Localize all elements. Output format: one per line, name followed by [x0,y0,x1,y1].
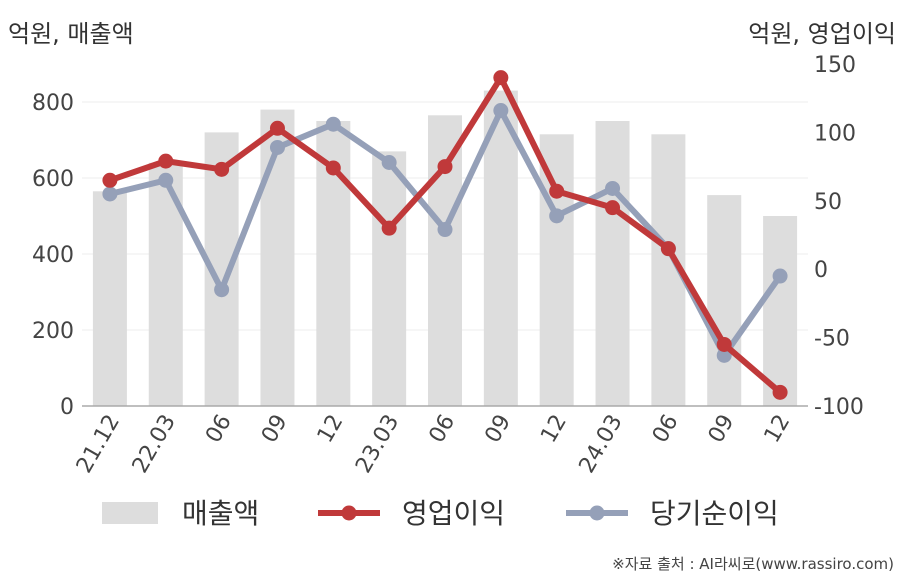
x-tick-label: 06 [425,411,461,448]
legend-marker-net-income [589,505,605,521]
operating-profit-point [325,160,341,176]
revenue-bar [595,121,630,406]
profit-lines [102,70,788,400]
legend: 매출액 영업이익 당기순이익 [102,497,779,530]
right-tick-label: -50 [814,327,850,352]
revenue-bar [707,195,742,406]
net-income-point [716,347,732,363]
left-axis-unit: 억원, 매출액 [8,20,134,48]
x-tick-label: 09 [480,411,516,448]
operating-profit-point [269,120,285,136]
operating-profit-point [772,384,788,400]
operating-profit-point [660,241,676,257]
right-tick-label: -100 [814,395,864,420]
net-income-point [214,282,230,298]
right-tick-label: 100 [814,121,856,146]
left-axis-ticks: 0 200 400 600 800 [32,91,74,420]
x-tick-label: 12 [760,411,796,448]
x-tick-label: 09 [257,411,293,448]
legend-swatch-revenue [102,502,158,524]
operating-profit-point [605,200,621,216]
right-tick-label: 150 [814,53,856,78]
x-tick-label: 12 [536,411,572,448]
left-tick-label: 0 [60,395,74,420]
left-tick-label: 200 [32,319,74,344]
revenue-bar [763,216,798,406]
net-income-point [605,180,621,196]
operating-profit-point [214,161,230,177]
net-income-point [549,208,565,224]
operating-profit-point [493,70,509,86]
net-income-point [493,103,509,119]
x-tick-label: 09 [704,411,740,448]
revenue-bar [483,90,518,406]
revenue-bars [92,90,798,407]
x-tick-label: 12 [313,411,349,448]
net-income-point [437,222,453,238]
revenue-bar [92,191,127,406]
x-tick-label: 06 [201,411,237,448]
right-axis-ticks: -100 -50 0 50 100 150 [814,53,864,420]
x-tick-label: 23.03 [351,411,404,478]
revenue-bar [260,109,295,406]
revenue-bar [372,151,407,406]
operating-profit-point [437,159,453,175]
net-income-point [269,139,285,155]
x-tick-label: 06 [648,411,684,448]
legend-label-revenue: 매출액 [182,497,259,530]
net-income-point [381,154,397,170]
left-tick-label: 400 [32,243,74,268]
right-tick-label: 0 [814,258,828,283]
operating-profit-point [102,172,118,188]
revenue-bar [428,115,462,407]
source-note: ※자료 출처 : AI라씨로(www.rassiro.com) [612,555,894,573]
legend-label-operating-profit: 영업이익 [402,497,505,530]
legend-marker-operating-profit [341,505,357,521]
x-tick-label: 21.12 [72,411,125,478]
operating-profit-point [549,183,565,199]
right-tick-label: 50 [814,190,842,215]
left-tick-label: 800 [32,91,74,116]
operating-profit-point [716,336,732,352]
operating-profit-point [158,153,174,169]
left-tick-label: 600 [32,167,74,192]
x-axis: 21.12 22.03 06 09 12 23.03 06 09 12 24.03 06 09 12 [72,405,808,478]
net-income-point [325,116,341,132]
x-tick-label: 22.03 [128,411,181,478]
right-axis-unit: 억원, 영업이익 [748,20,896,48]
revenue-bar [539,134,574,407]
legend-label-net-income: 당기순이익 [650,497,779,530]
net-income-point [102,186,118,202]
x-tick-label: 24.03 [575,411,628,478]
net-income-point [772,268,788,284]
net-income-point [158,172,174,188]
operating-profit-point [381,220,397,236]
